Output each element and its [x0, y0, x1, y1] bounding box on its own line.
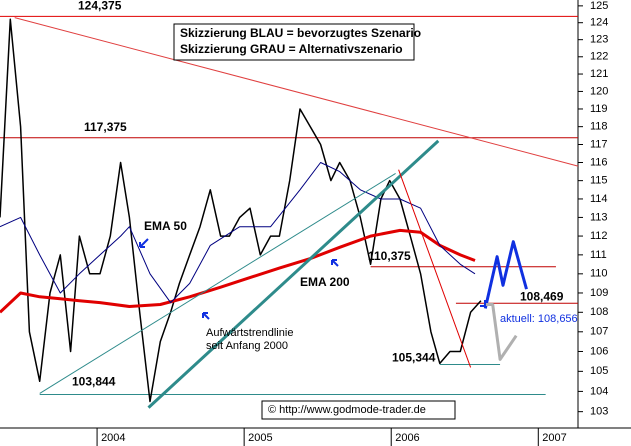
level-label: 103,844 — [72, 375, 116, 389]
y-tick-label: 125 — [590, 0, 608, 12]
ema50-label: EMA 50 — [144, 219, 187, 233]
legend-box — [173, 23, 415, 61]
y-tick-label: 108 — [590, 306, 608, 318]
copyright: © http://www.godmode-trader.de — [268, 404, 426, 416]
y-tick-label: 112 — [590, 230, 608, 242]
series-line — [39, 172, 396, 394]
x-tick-label: 2005 — [248, 432, 272, 444]
y-tick-label: 121 — [590, 68, 608, 80]
level-label: 105,344 — [392, 351, 436, 365]
legend-blue: Skizzierung BLAU = bevorzugtes Szenario — [180, 26, 421, 40]
copyright-box — [261, 400, 456, 420]
y-tick-label: 110 — [590, 268, 608, 280]
y-tick-label: 120 — [590, 85, 608, 97]
x-tick-label: 2004 — [101, 432, 125, 444]
y-tick-label: 122 — [590, 51, 608, 63]
x-tick-label: 2007 — [542, 432, 566, 444]
y-tick-label: 103 — [590, 406, 608, 418]
y-tick-label: 113 — [590, 211, 608, 223]
series-line — [14, 17, 579, 167]
series-line — [398, 169, 472, 368]
level-label: 117,375 — [84, 120, 127, 134]
y-tick-label: 124 — [590, 17, 608, 29]
y-tick-label: 116 — [590, 156, 608, 168]
series-line — [0, 162, 476, 304]
level-label: 124,375 — [78, 0, 122, 13]
y-tick-label: 106 — [590, 345, 608, 357]
y-tick-label: 119 — [590, 103, 608, 115]
y-tick-label: 114 — [590, 193, 608, 205]
trend-label: seit Anfang 2000 — [206, 340, 288, 352]
y-tick-label: 118 — [590, 121, 608, 133]
y-tick-label: 107 — [590, 326, 608, 338]
y-tick-label: 109 — [590, 287, 608, 299]
series-line — [0, 228, 476, 314]
y-tick-label: 105 — [590, 365, 608, 377]
series-line — [483, 240, 528, 309]
current-label: aktuell: 108,656 — [500, 313, 578, 325]
legend-gray: Skizzierung GRAU = Alternativszenario — [180, 42, 403, 56]
y-tick-label: 111 — [590, 249, 607, 261]
series-line — [483, 303, 518, 361]
y-tick-label: 123 — [590, 34, 608, 46]
y-tick-label: 115 — [590, 175, 608, 187]
ema200-label: EMA 200 — [300, 275, 350, 289]
series-line — [147, 139, 440, 409]
x-tick-label: 2006 — [395, 432, 419, 444]
y-tick-label: 117 — [590, 138, 608, 150]
level-label: 108,469 — [520, 289, 564, 303]
trend-label: Aufwärtstrendlinie — [206, 327, 293, 339]
level-label: 110,375 — [368, 249, 411, 263]
y-tick-label: 104 — [590, 385, 608, 397]
arrows — [139, 238, 486, 320]
